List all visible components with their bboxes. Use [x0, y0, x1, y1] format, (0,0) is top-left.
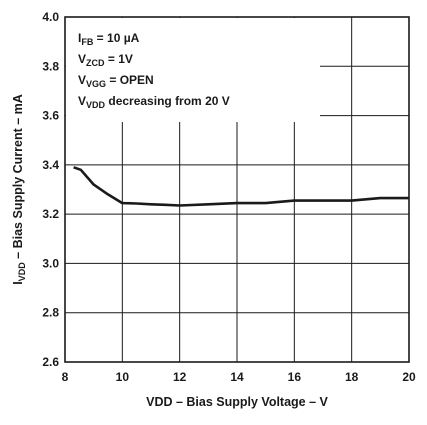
annotation-box [66, 18, 320, 122]
y-tick-label: 3.0 [42, 256, 59, 270]
y-tick-label: 3.2 [42, 207, 59, 221]
y-axis-label-sub: VDD [17, 262, 27, 282]
x-tick-label: 16 [288, 370, 302, 384]
y-axis-label: IVDD – Bias Supply Current – mA [11, 94, 27, 285]
plot-frame [64, 16, 410, 363]
x-tick-label: 14 [230, 370, 244, 384]
series-group [73, 166, 409, 207]
y-tick-labels: 2.6 2.8 3.0 3.2 3.4 3.6 3.8 4.0 [42, 10, 59, 369]
x-tick-label: 10 [116, 370, 130, 384]
x-tick-labels: 8 10 12 14 16 18 20 [62, 370, 416, 384]
y-tick-label: 3.8 [42, 59, 59, 73]
y-axis-label-main: I [11, 281, 25, 284]
x-tick-label: 8 [62, 370, 69, 384]
annotation-line: VVDD decreasing from 20 V [78, 94, 230, 110]
y-tick-label: 2.6 [42, 355, 59, 369]
annotation-line: VZCD = 1V [78, 52, 133, 68]
y-tick-label: 2.8 [42, 306, 59, 320]
x-tick-label: 18 [345, 370, 359, 384]
y-tick-label: 4.0 [42, 10, 59, 24]
annotations: IFB = 10 µA VZCD = 1V VVGG = OPEN VVDD decr… [78, 31, 230, 110]
annotation-line: VVGG = OPEN [78, 73, 154, 89]
y-tick-label: 3.6 [42, 109, 59, 123]
x-tick-label: 20 [402, 370, 416, 384]
y-axis-label-rest: – Bias Supply Current – mA [11, 94, 25, 262]
annotation-line: IFB = 10 µA [78, 31, 140, 47]
series-line [73, 166, 409, 207]
x-axis-label: VDD – Bias Supply Voltage – V [146, 395, 328, 409]
y-tick-label: 3.4 [42, 158, 59, 172]
x-tick-label: 12 [173, 370, 187, 384]
